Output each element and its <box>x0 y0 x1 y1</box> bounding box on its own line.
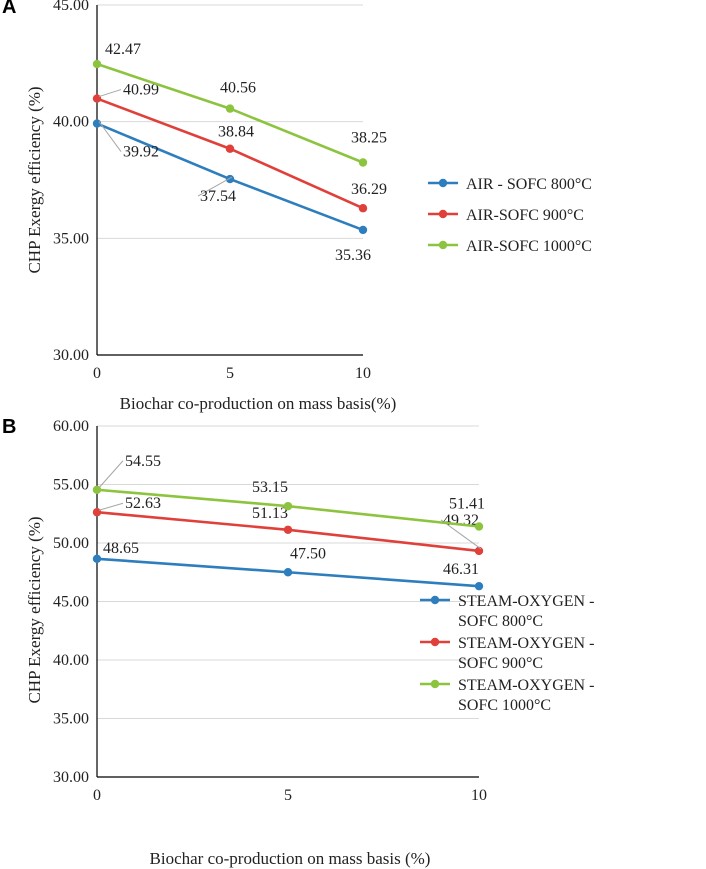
chart-b-data-point <box>474 522 484 531</box>
chart-a-data-point <box>225 104 235 113</box>
chart-a-data-label: 42.47 <box>105 41 141 58</box>
chart-b-legend-swatch-marker <box>430 679 440 689</box>
chart-b-legend-label: STEAM-OXYGEN - <box>458 635 594 652</box>
chart-a-data-label-leader <box>98 121 122 152</box>
chart-b-data-point <box>283 568 293 577</box>
chart-a-x-axis-title: Biochar co-production on mass basis(%) <box>120 394 397 413</box>
chart-a-ytick-label: 30.00 <box>53 347 89 364</box>
chart-a-ytick-label: 45.00 <box>53 0 89 14</box>
chart-a-data-label-leader <box>98 89 122 98</box>
chart-a-data-label: 35.36 <box>335 247 371 264</box>
chart-a-legend-swatch-marker <box>438 240 448 250</box>
chart-b-data-label-leader <box>98 460 124 489</box>
chart-a-data-point <box>92 59 102 69</box>
panel-letter-b: B <box>2 416 17 438</box>
chart-b-data-label: 52.63 <box>125 495 161 512</box>
chart-b-legend-swatch-marker <box>430 637 440 647</box>
chart-b-data-point <box>474 581 484 591</box>
chart-b-legend-label: SOFC 900°C <box>458 655 543 672</box>
chart-a-data-point <box>358 158 368 167</box>
chart-a-xtick-label: 10 <box>355 365 371 382</box>
chart-a-data-label: 40.99 <box>123 82 159 99</box>
chart-b-x-axis-title: Biochar co-production on mass basis (%) <box>150 849 431 868</box>
chart-a-data-label: 40.56 <box>220 80 256 97</box>
chart-b-legend-label: STEAM-OXYGEN - <box>458 677 594 694</box>
chart-a-data-label-leader <box>197 176 233 197</box>
chart-b-data-label-leader <box>98 502 124 511</box>
chart-a-data-label: 37.54 <box>200 188 236 205</box>
chart-b-data-label: 51.41 <box>449 496 485 513</box>
chart-b-data-point <box>474 546 484 556</box>
chart-a-legend-label: AIR-SOFC 900°C <box>466 207 584 224</box>
chart-a-data-point <box>358 225 368 235</box>
chart-b-ytick-label: 40.00 <box>53 652 89 669</box>
chart-b-xtick-label: 10 <box>471 787 487 804</box>
chart-a-data-point <box>358 204 368 213</box>
chart-b-data-point <box>283 501 293 511</box>
chart-b-data-label: 47.50 <box>290 545 326 562</box>
chart-a-ytick-label: 40.00 <box>53 114 89 131</box>
chart-a-data-point <box>225 144 235 153</box>
chart-b-ytick-label: 30.00 <box>53 769 89 786</box>
chart-a-legend-label: AIR-SOFC 1000°C <box>466 238 592 255</box>
chart-a-legend-swatch-marker <box>438 209 448 219</box>
chart-a-data-label: 38.84 <box>218 124 254 141</box>
chart-a-data-point <box>225 174 235 184</box>
chart-b-data-point <box>283 525 293 534</box>
chart-a-ytick-label: 35.00 <box>53 230 89 247</box>
panel-letter-a: A <box>2 0 17 18</box>
chart-a-y-axis-title: CHP Exergy efficiency (%) <box>25 86 44 273</box>
chart-a-data-label: 38.25 <box>351 130 387 147</box>
chart-b-data-label: 46.31 <box>443 561 479 578</box>
chart-b-legend-label: STEAM-OXYGEN - <box>458 593 594 610</box>
chart-b-legend-label: SOFC 800°C <box>458 613 543 630</box>
chart-b-data-label: 54.55 <box>125 453 161 470</box>
chart-b-data-point <box>92 508 102 517</box>
chart-b-data-label-leader <box>440 519 482 550</box>
chart-a-xtick-label: 5 <box>226 365 234 382</box>
chart-a-legend-label: AIR - SOFC 800°C <box>466 176 592 193</box>
chart-b-data-label: 53.15 <box>252 479 288 496</box>
chart-b-ytick-label: 60.00 <box>53 418 89 435</box>
chart-b-data-label: 51.13 <box>252 505 288 522</box>
chart-a-xtick-label: 0 <box>93 365 101 382</box>
chart-b-data-point <box>92 554 102 563</box>
chart-b-xtick-label: 5 <box>284 787 292 804</box>
chart-b-y-axis-title: CHP Exergy efficiency (%) <box>25 516 44 703</box>
chart-b-ytick-label: 50.00 <box>53 535 89 552</box>
chart-a-data-point <box>92 94 102 103</box>
chart-b-legend-swatch-marker <box>430 595 440 605</box>
chart-b-xtick-label: 0 <box>93 787 101 804</box>
chart-b-ytick-label: 35.00 <box>53 711 89 728</box>
chart-a-legend-swatch-marker <box>438 178 448 188</box>
chart-a-data-point <box>92 119 102 128</box>
chart-b-data-label: 48.65 <box>103 540 139 557</box>
chart-a-data-label: 39.92 <box>123 144 159 161</box>
chart-b-ytick-label: 55.00 <box>53 477 89 494</box>
chart-b-ytick-label: 45.00 <box>53 594 89 611</box>
chart-b-legend-label: SOFC 1000°C <box>458 697 551 714</box>
chart-a-data-label: 36.29 <box>351 181 387 198</box>
